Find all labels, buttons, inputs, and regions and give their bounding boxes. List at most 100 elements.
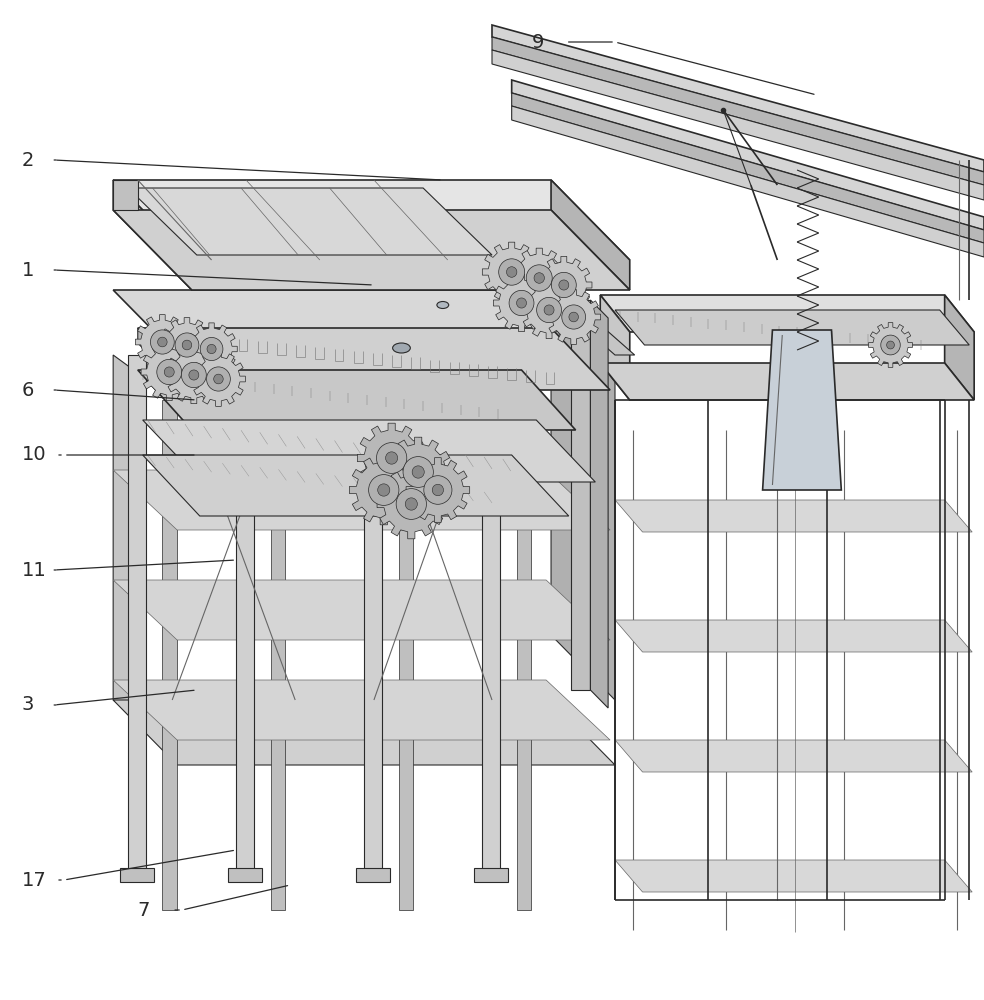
Text: 2: 2 bbox=[22, 150, 34, 169]
Polygon shape bbox=[128, 355, 146, 870]
Polygon shape bbox=[521, 281, 578, 339]
Circle shape bbox=[507, 267, 517, 277]
Polygon shape bbox=[113, 180, 192, 290]
Polygon shape bbox=[356, 868, 390, 882]
Circle shape bbox=[562, 305, 585, 329]
Polygon shape bbox=[571, 300, 590, 690]
Polygon shape bbox=[474, 868, 508, 882]
Polygon shape bbox=[482, 242, 541, 302]
Polygon shape bbox=[406, 458, 469, 522]
Circle shape bbox=[499, 259, 524, 285]
Circle shape bbox=[386, 452, 398, 464]
Polygon shape bbox=[763, 330, 841, 490]
Ellipse shape bbox=[437, 302, 449, 308]
Circle shape bbox=[551, 272, 577, 298]
Circle shape bbox=[424, 476, 452, 504]
Polygon shape bbox=[236, 355, 254, 870]
Polygon shape bbox=[512, 106, 984, 257]
Polygon shape bbox=[113, 470, 610, 530]
Polygon shape bbox=[113, 290, 615, 355]
Polygon shape bbox=[192, 352, 245, 406]
Circle shape bbox=[182, 340, 192, 350]
Polygon shape bbox=[482, 355, 500, 870]
Polygon shape bbox=[615, 500, 972, 532]
Circle shape bbox=[378, 484, 390, 496]
Circle shape bbox=[175, 333, 199, 357]
Circle shape bbox=[534, 273, 544, 283]
Circle shape bbox=[526, 265, 552, 291]
Polygon shape bbox=[138, 328, 197, 405]
Polygon shape bbox=[165, 346, 222, 404]
Polygon shape bbox=[600, 295, 974, 332]
Polygon shape bbox=[377, 469, 446, 539]
Polygon shape bbox=[364, 355, 382, 870]
Circle shape bbox=[397, 489, 426, 519]
Polygon shape bbox=[271, 400, 285, 910]
Polygon shape bbox=[535, 256, 592, 314]
Polygon shape bbox=[113, 355, 138, 718]
Polygon shape bbox=[615, 860, 972, 892]
Circle shape bbox=[544, 305, 554, 315]
Circle shape bbox=[405, 498, 417, 510]
Circle shape bbox=[377, 443, 406, 473]
Circle shape bbox=[151, 330, 174, 354]
Polygon shape bbox=[162, 400, 177, 910]
Polygon shape bbox=[128, 188, 492, 255]
Circle shape bbox=[181, 362, 207, 388]
Polygon shape bbox=[138, 370, 576, 430]
Circle shape bbox=[189, 370, 199, 380]
Circle shape bbox=[403, 457, 433, 487]
Circle shape bbox=[207, 367, 230, 391]
Polygon shape bbox=[492, 50, 984, 200]
Text: 1: 1 bbox=[22, 260, 34, 279]
Polygon shape bbox=[493, 274, 550, 332]
Polygon shape bbox=[492, 25, 984, 172]
Circle shape bbox=[207, 344, 216, 354]
Polygon shape bbox=[492, 37, 984, 185]
Polygon shape bbox=[615, 620, 972, 652]
Circle shape bbox=[536, 297, 562, 323]
Polygon shape bbox=[113, 700, 615, 765]
Circle shape bbox=[559, 280, 569, 290]
Polygon shape bbox=[384, 437, 453, 507]
Circle shape bbox=[369, 475, 399, 505]
Text: 7: 7 bbox=[138, 900, 151, 920]
Ellipse shape bbox=[393, 343, 410, 353]
Polygon shape bbox=[138, 328, 610, 390]
Polygon shape bbox=[113, 210, 630, 290]
Text: 3: 3 bbox=[22, 696, 34, 714]
Circle shape bbox=[412, 466, 424, 478]
Polygon shape bbox=[136, 315, 189, 369]
Circle shape bbox=[887, 341, 894, 349]
Polygon shape bbox=[113, 680, 610, 740]
Polygon shape bbox=[541, 290, 635, 355]
Circle shape bbox=[509, 290, 534, 316]
Circle shape bbox=[517, 298, 526, 308]
Polygon shape bbox=[399, 400, 413, 910]
Polygon shape bbox=[160, 318, 214, 372]
Circle shape bbox=[569, 312, 579, 322]
Circle shape bbox=[157, 337, 167, 347]
Polygon shape bbox=[113, 180, 138, 210]
Polygon shape bbox=[141, 343, 198, 401]
Polygon shape bbox=[615, 310, 969, 345]
Polygon shape bbox=[113, 180, 630, 260]
Circle shape bbox=[156, 359, 182, 385]
Polygon shape bbox=[615, 740, 972, 772]
Text: 9: 9 bbox=[531, 32, 544, 51]
Text: 10: 10 bbox=[22, 446, 46, 464]
Polygon shape bbox=[512, 93, 984, 243]
Circle shape bbox=[881, 335, 900, 355]
Polygon shape bbox=[600, 295, 630, 400]
Polygon shape bbox=[510, 248, 569, 308]
Text: 11: 11 bbox=[22, 560, 46, 580]
Polygon shape bbox=[143, 455, 569, 516]
Polygon shape bbox=[357, 423, 426, 493]
Polygon shape bbox=[186, 323, 237, 375]
Polygon shape bbox=[547, 290, 600, 344]
Circle shape bbox=[164, 367, 174, 377]
Polygon shape bbox=[869, 323, 912, 367]
Polygon shape bbox=[349, 455, 418, 525]
Circle shape bbox=[200, 337, 223, 361]
Polygon shape bbox=[113, 580, 610, 640]
